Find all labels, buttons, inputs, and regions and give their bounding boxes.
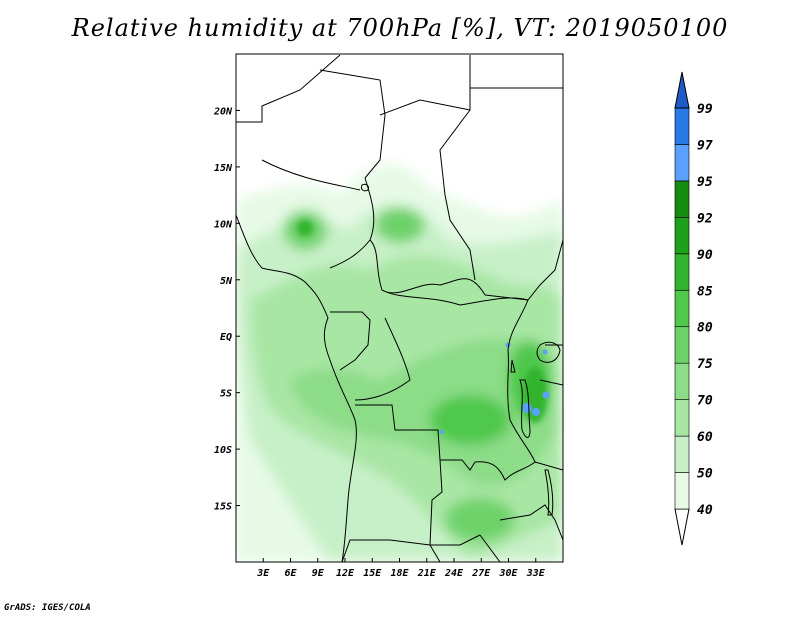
colorbar-label: 90	[697, 248, 713, 263]
lon-tick-label: 9E	[312, 568, 325, 579]
lat-tick-label: 10S	[214, 445, 232, 456]
border-niger-chad	[379, 55, 471, 116]
shade-75	[290, 338, 555, 487]
border-tanzania	[534, 344, 563, 471]
colorbar: 40 50 60 70 75 80 85 90 92 95 97 99	[674, 71, 713, 546]
lat-tick-label: EQ	[220, 332, 232, 343]
border-chad-sudan	[439, 109, 476, 281]
border-nigeria-cameroon	[329, 177, 375, 269]
colorbar-box	[674, 144, 690, 182]
colorbar-label: 50	[697, 467, 713, 482]
lat-tick-label: 5S	[220, 389, 232, 400]
lake-kivu	[510, 359, 516, 373]
colorbar-high-triangle	[674, 71, 690, 109]
colorbar-label: 92	[697, 211, 713, 226]
lon-tick-label: 15E	[363, 568, 382, 579]
west-africa-coast	[236, 214, 357, 562]
colorbar-label: 99	[697, 102, 713, 117]
colorbar-box	[674, 180, 690, 218]
colorbar-label: 60	[697, 430, 713, 445]
humidity-shading	[236, 164, 563, 562]
grads-credit: GrADS: IGES/COLA	[4, 603, 91, 613]
lon-tick-label: 3E	[256, 568, 270, 579]
border-angola-zambia	[429, 459, 481, 546]
lon-tick-label: 24E	[444, 568, 464, 579]
colorbar-box	[674, 362, 690, 400]
lat-tick-label: 15N	[214, 163, 233, 174]
colorbar-box	[674, 435, 690, 473]
border-mauritania-mali	[236, 54, 341, 123]
shade-90-west	[297, 220, 313, 236]
border-car-north	[369, 239, 486, 296]
colorbar-box	[674, 107, 690, 145]
colorbar-box	[674, 289, 690, 328]
map-title: Relative humidity at 700hPa [%], VT: 201…	[71, 14, 729, 42]
colorbar-box	[674, 253, 690, 291]
colorbar-label: 80	[697, 321, 713, 336]
border-drc-east	[507, 299, 536, 463]
colorbar-low-triangle	[674, 508, 690, 546]
colorbar-label: 97	[697, 138, 713, 153]
colorbar-box	[674, 326, 690, 364]
lat-tick-label: 10N	[214, 219, 233, 230]
border-gabon-congo	[330, 311, 371, 371]
lat-tick-label: 20N	[213, 106, 233, 117]
border-sudan-south	[484, 239, 563, 301]
lon-tick-label: 33E	[526, 568, 546, 579]
shade-80-north	[375, 207, 425, 243]
lake-malawi	[544, 469, 554, 516]
border-drc-angola	[355, 404, 476, 471]
lake-tanganyika	[519, 379, 531, 438]
colorbar-box	[674, 472, 690, 510]
colorbar-label: 75	[697, 357, 713, 372]
border-algeria-niger	[319, 69, 386, 179]
country-borders	[236, 54, 563, 562]
lon-tick-label: 6E	[284, 568, 297, 579]
colorbar-label: 85	[697, 284, 713, 299]
border-zambia-drc	[474, 461, 536, 481]
border-mozambique	[499, 504, 563, 541]
lon-tick-label: 27E	[471, 568, 491, 579]
shade-80-south	[445, 498, 515, 542]
border-mali-niger	[261, 159, 361, 191]
lon-tick-label: 12E	[336, 568, 355, 579]
colorbar-label: 40	[697, 503, 713, 518]
border-namibia	[341, 539, 431, 562]
lakes	[361, 183, 561, 516]
lon-tick-label: 21E	[417, 568, 437, 579]
colorbar-box	[674, 399, 690, 437]
lat-tick-label: 5N	[220, 276, 233, 287]
colorbar-label: 70	[697, 394, 713, 409]
colorbar-box	[674, 217, 690, 255]
lat-tick-label: 15S	[214, 502, 232, 513]
lon-tick-label: 30E	[498, 568, 518, 579]
colorbar-label: 95	[697, 175, 713, 190]
border-congo-drc	[354, 317, 411, 401]
shade-97-patches	[440, 342, 550, 434]
lake-victoria	[536, 341, 561, 363]
latitude-ticks: 20N 15N 10N 5N EQ 5S 10S 15S	[213, 106, 240, 513]
lon-tick-label: 18E	[390, 568, 409, 579]
border-botswana	[429, 534, 501, 562]
longitude-ticks: 3E 6E 9E 12E 15E 18E 21E 24E 27E 30E 33E	[256, 558, 546, 579]
shade-85-center	[430, 395, 510, 445]
lake-chad	[361, 183, 369, 192]
